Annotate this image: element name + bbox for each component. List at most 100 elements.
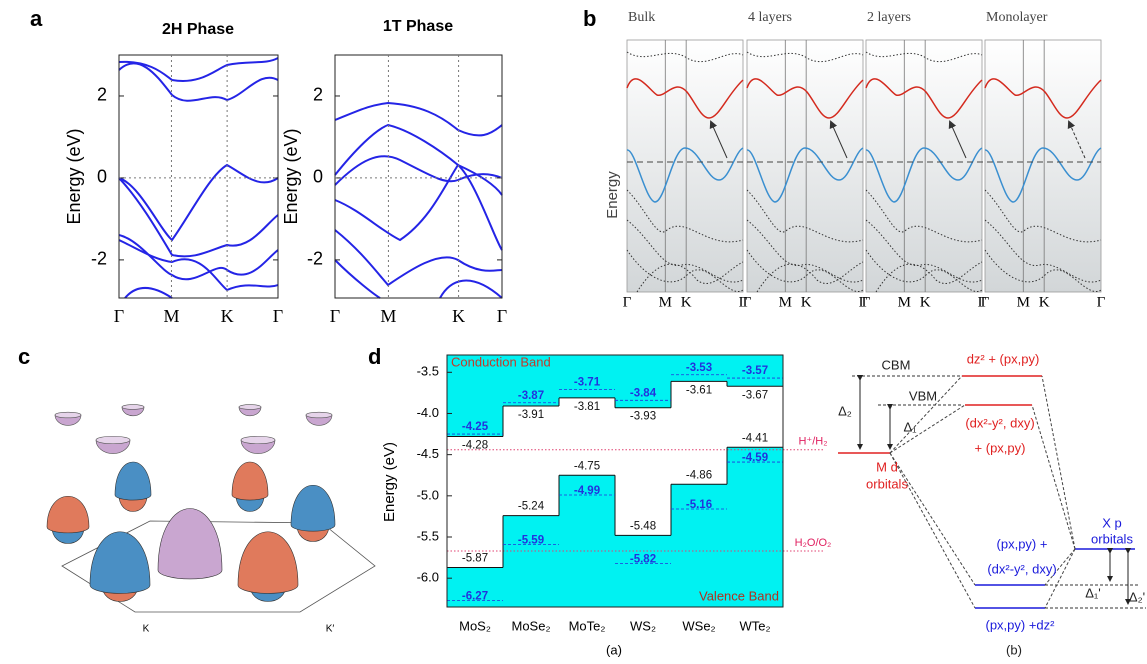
x-tick-label: K <box>221 306 234 326</box>
band-curve <box>626 147 744 203</box>
y-tick-label: 0 <box>97 167 107 187</box>
panel-label: c <box>18 344 30 369</box>
annotation: Valence Band <box>699 588 779 603</box>
orbital-label: dz² + (px,py) <box>967 351 1040 366</box>
y-axis-label: Energy (eV) <box>64 128 84 224</box>
value-label: -3.67 <box>742 389 768 401</box>
transition-arrow <box>948 120 967 159</box>
y-axis-label: Energy <box>604 171 621 219</box>
band-curve <box>984 147 1102 203</box>
band-curve <box>626 51 744 63</box>
conduction-band-area <box>615 355 671 408</box>
orbital-label: (dx²-y², dxy) <box>965 415 1034 430</box>
cone <box>290 485 336 532</box>
band-curve <box>636 261 744 293</box>
x-tick-label: K <box>452 306 465 326</box>
y-tick-label: -2 <box>307 249 323 269</box>
x-tick-label: Γ <box>859 294 868 310</box>
band-curve <box>984 249 1102 292</box>
value-label: -3.71 <box>574 377 601 389</box>
plot-frame <box>446 354 784 608</box>
panel-frame <box>984 39 1102 293</box>
transition-arrow <box>1067 120 1086 159</box>
value-label: -3.91 <box>518 409 544 421</box>
reference-label: H⁺/H₂ <box>798 436 827 448</box>
panel-label: a <box>30 6 43 31</box>
band-panel <box>984 39 1102 293</box>
panel-title: Bulk <box>628 10 655 25</box>
cone-rim <box>240 435 276 445</box>
x-tick-label: Γ <box>862 294 871 310</box>
band-curves <box>118 57 503 299</box>
y-tick-label: 2 <box>97 85 107 105</box>
cone-rim <box>305 411 333 419</box>
band-curve <box>984 219 1102 283</box>
x-tick-label: MoSe₂ <box>511 618 550 633</box>
orbital-label: + (px,py) <box>975 440 1026 455</box>
x-tick-label: K <box>1039 294 1050 310</box>
value-label: -5.24 <box>518 501 545 513</box>
value-label: -5.87 <box>462 553 488 565</box>
x-tick-label: K <box>681 294 692 310</box>
x-tick-label: Γ <box>1097 294 1106 310</box>
conduction-band-area <box>503 355 559 407</box>
panel-title: 2 layers <box>867 10 911 25</box>
gap-label: Δ₂ <box>838 403 852 418</box>
cone <box>231 461 269 501</box>
gap-label: Δ₂' <box>1129 589 1145 604</box>
band-curve <box>746 249 864 292</box>
value-label: -6.27 <box>462 590 488 602</box>
reference-label: H₂O/O₂ <box>795 537 832 549</box>
orbital-label: orbitals <box>1091 531 1133 546</box>
band-curve <box>626 219 744 283</box>
gap-label: Δ₁' <box>1085 585 1101 600</box>
y-tick-label: 0 <box>313 167 323 187</box>
value-label: -4.41 <box>742 432 768 444</box>
cone <box>237 531 299 594</box>
cone <box>46 495 90 534</box>
orbital-label: (px,py) + <box>997 536 1048 551</box>
x-tick-label: Γ <box>330 306 340 326</box>
value-label: -3.87 <box>518 390 544 402</box>
x-tick-label: M <box>659 294 672 310</box>
y-tick-label: -2 <box>91 249 107 269</box>
band-curve <box>865 51 983 63</box>
cone <box>114 461 152 501</box>
value-label: -5.48 <box>630 520 656 532</box>
x-tick-label: Γ <box>981 294 990 310</box>
value-label: -3.81 <box>574 401 600 413</box>
x-tick-label: K <box>801 294 812 310</box>
value-label: -5.82 <box>630 553 656 565</box>
value-label: -4.75 <box>574 460 600 472</box>
x-tick-label: M <box>898 294 911 310</box>
y-tick-label: -6.0 <box>417 570 439 585</box>
caption: (b) <box>1006 642 1022 657</box>
value-label: -5.16 <box>686 499 712 511</box>
gap-label: Δ₁ <box>903 419 917 434</box>
value-label: -4.86 <box>686 469 712 481</box>
value-label: -3.57 <box>742 365 768 377</box>
band-curve <box>746 147 864 203</box>
cone-rim <box>95 435 131 445</box>
k-label: K <box>143 624 150 635</box>
y-tick-label: 2 <box>313 85 323 105</box>
band-panel <box>626 39 744 293</box>
x-tick-label: M <box>1017 294 1030 310</box>
value-label: -3.84 <box>630 387 657 399</box>
panel-title: Monolayer <box>986 10 1048 25</box>
chart-title: 1T Phase <box>383 18 453 35</box>
value-label: -4.59 <box>742 452 768 464</box>
panel-frame <box>626 39 744 293</box>
annotation: Conduction Band <box>451 354 551 369</box>
cone-rim <box>238 404 262 410</box>
plot-frame <box>118 54 279 299</box>
transition-arrow <box>829 120 848 159</box>
value-label: -4.25 <box>462 421 489 433</box>
panel-label: d <box>368 344 381 369</box>
panel-frame <box>746 39 864 293</box>
band-panel <box>865 39 983 293</box>
band-curve <box>865 147 983 203</box>
x-tick-label: Γ <box>623 294 632 310</box>
y-tick-label: -4.5 <box>417 446 439 461</box>
